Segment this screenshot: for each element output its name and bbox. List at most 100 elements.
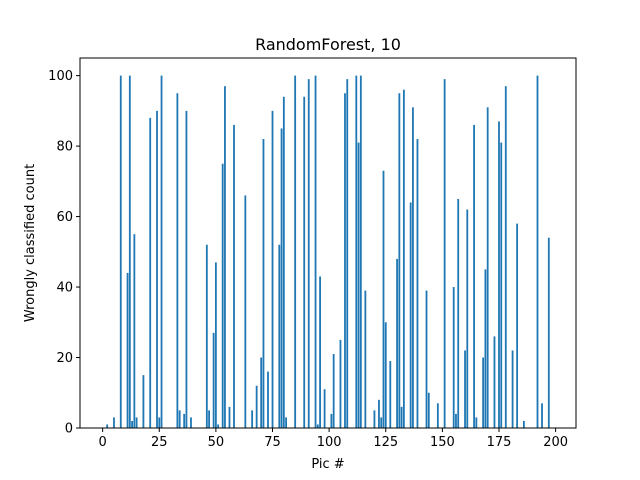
bar-137	[412, 107, 414, 428]
bar-151	[443, 79, 446, 428]
bar-56	[228, 406, 231, 428]
bar-157	[457, 198, 460, 428]
bar-47	[208, 410, 210, 428]
bar-96	[319, 276, 321, 428]
bar-94	[314, 75, 317, 429]
bar-175	[498, 121, 500, 429]
bar-85	[294, 75, 297, 429]
bar-114	[359, 75, 362, 429]
bar-130	[396, 258, 398, 428]
x-tick-label: 125	[373, 435, 398, 450]
bar-36	[183, 413, 186, 428]
bar-132	[400, 406, 403, 428]
bar-160	[464, 350, 466, 428]
bar-197	[547, 237, 550, 428]
y-tick-label: 100	[48, 69, 73, 84]
bar-183	[516, 223, 519, 428]
bar-165	[475, 417, 478, 428]
bar-136	[409, 202, 412, 428]
bar-75	[271, 110, 274, 429]
bar-101	[330, 413, 333, 428]
bar-102	[332, 354, 335, 428]
bar-12	[128, 75, 131, 429]
bar-34	[178, 410, 181, 428]
bar-79	[280, 128, 283, 429]
x-tick-label: 0	[99, 435, 107, 450]
bar-25	[158, 417, 161, 428]
chart-title: RandomForest, 10	[255, 35, 401, 54]
bar-181	[511, 350, 514, 428]
y-tick-label: 60	[56, 210, 73, 225]
y-tick-label: 0	[65, 422, 73, 437]
bar-168	[482, 357, 485, 428]
bar-53	[221, 163, 224, 428]
bar-186	[523, 420, 525, 428]
bar-50	[214, 262, 217, 428]
bar-13	[131, 420, 133, 428]
x-tick-label: 100	[317, 435, 342, 450]
bar-113	[357, 142, 360, 428]
y-tick-label: 20	[56, 351, 73, 366]
x-tick-label: 175	[487, 435, 512, 450]
bar-123	[380, 417, 383, 428]
bar-105	[339, 339, 342, 428]
bar-54	[224, 86, 226, 428]
bar-148	[436, 403, 439, 428]
bar-178	[504, 86, 507, 428]
bar-127	[389, 361, 392, 428]
bar-156	[455, 413, 457, 428]
bar-124	[382, 170, 385, 428]
bar-71	[262, 139, 265, 429]
bar-2	[106, 424, 109, 428]
y-tick-label: 40	[56, 281, 73, 296]
bar-15	[135, 417, 138, 428]
bar-80	[282, 96, 285, 428]
x-tick-label: 75	[264, 435, 281, 450]
bar-176	[500, 142, 503, 428]
plot-frame	[79, 57, 577, 429]
bar-139	[416, 139, 419, 429]
bar-26	[160, 75, 163, 429]
bar-21	[149, 117, 152, 429]
bar-144	[427, 392, 430, 428]
bar-39	[190, 417, 192, 428]
x-tick-label: 150	[430, 435, 455, 450]
bar-122	[378, 399, 380, 428]
bar-33	[176, 93, 179, 429]
bar-107	[344, 93, 346, 429]
bar-68	[255, 385, 258, 428]
y-axis: 0 20 40 60 80 100	[48, 69, 80, 437]
bar-91	[307, 79, 310, 428]
bar-89	[303, 96, 306, 428]
bar-8	[119, 75, 122, 429]
bar-116	[364, 290, 367, 428]
x-tick-label: 200	[543, 435, 568, 450]
bar-37	[185, 110, 188, 429]
bar-70	[260, 357, 263, 428]
bar-125	[384, 322, 387, 428]
x-axis-label: Pic #	[311, 457, 344, 472]
bar-78	[278, 244, 281, 428]
y-tick-label: 80	[56, 140, 73, 155]
bar-11	[126, 272, 129, 428]
bar-173	[493, 336, 496, 428]
x-tick-label: 50	[208, 435, 225, 450]
bar-49	[212, 332, 215, 428]
bar-143	[425, 290, 428, 428]
bar-194	[541, 403, 543, 428]
bar-192	[536, 75, 539, 429]
bar-81	[285, 417, 287, 428]
bar-5	[113, 417, 115, 428]
x-tick-label: 25	[151, 435, 168, 450]
bar-24	[156, 110, 158, 429]
bar-170	[486, 107, 489, 428]
bar-112	[355, 75, 358, 429]
bar-73	[267, 371, 269, 428]
x-axis: 0 25 50 75 100 125 150 175 200	[99, 428, 568, 450]
bar-98	[323, 389, 326, 428]
bar-161	[466, 209, 469, 428]
bar-63	[244, 195, 247, 428]
bar-14	[133, 234, 136, 428]
bar-155	[452, 287, 455, 428]
y-axis-label: Wrongly classified count	[23, 164, 38, 322]
